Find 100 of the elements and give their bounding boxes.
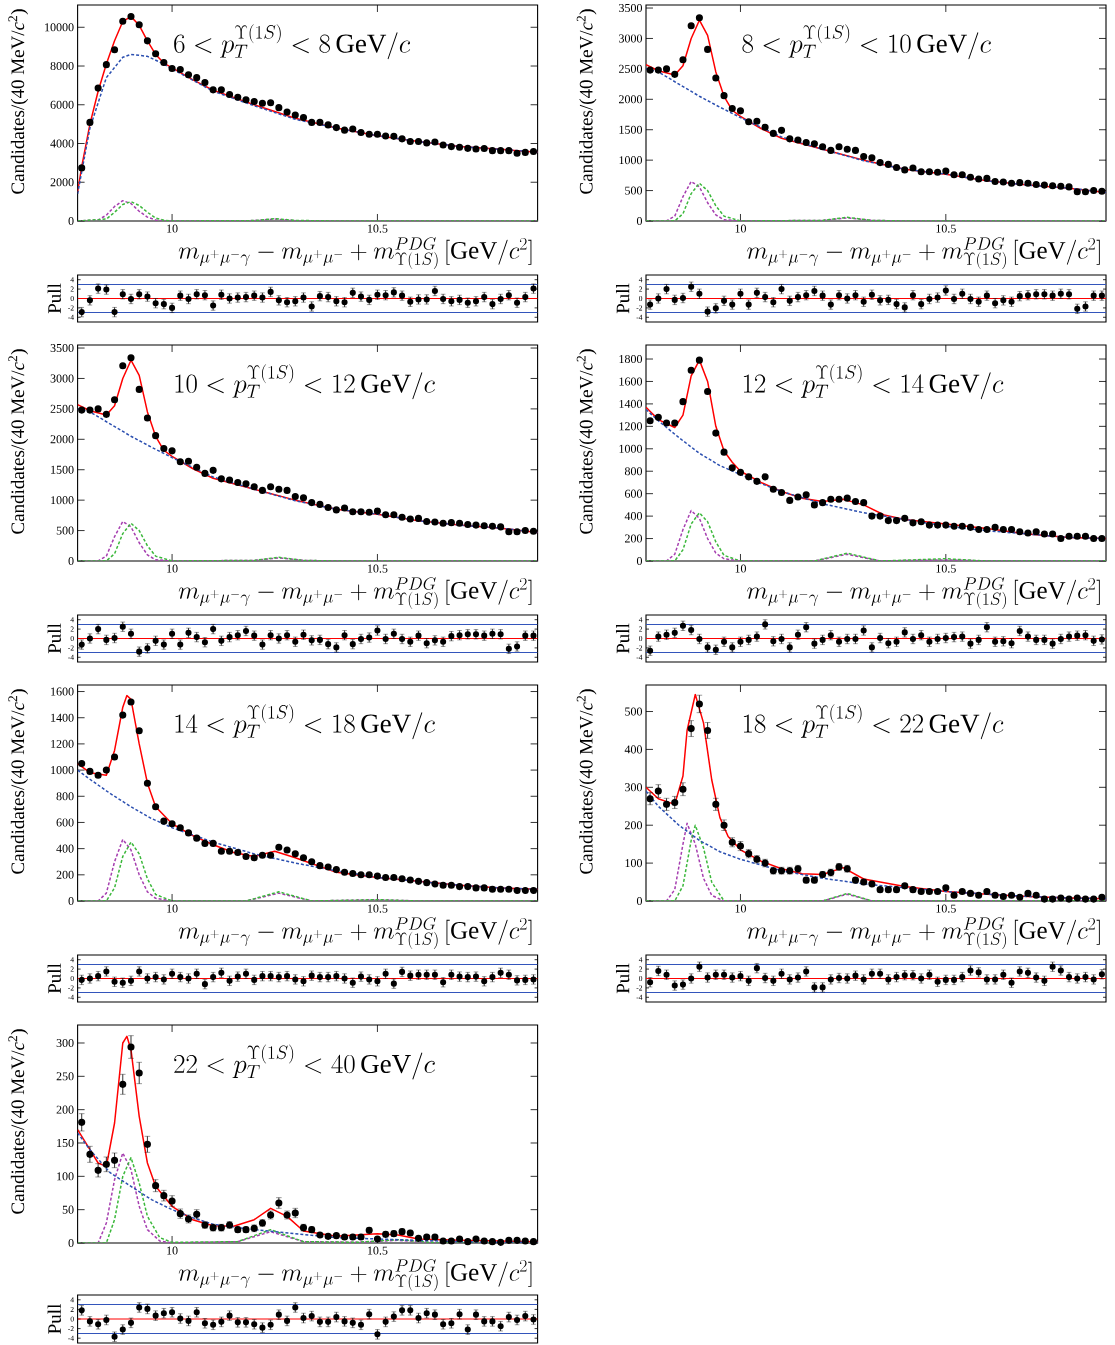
point bbox=[472, 145, 480, 153]
point bbox=[365, 508, 373, 516]
point bbox=[662, 800, 671, 808]
y-tick-label: 6000 bbox=[50, 100, 74, 109]
point bbox=[521, 527, 529, 535]
point bbox=[242, 480, 250, 488]
point bbox=[324, 863, 332, 871]
point bbox=[1098, 893, 1106, 901]
point bbox=[102, 1160, 110, 1168]
point bbox=[423, 517, 431, 525]
point bbox=[646, 66, 654, 74]
point bbox=[1073, 894, 1081, 902]
point bbox=[497, 523, 505, 531]
point bbox=[127, 698, 135, 706]
point bbox=[1081, 895, 1090, 903]
point bbox=[1032, 528, 1040, 536]
point bbox=[439, 881, 447, 889]
point bbox=[712, 429, 720, 437]
point bbox=[966, 173, 975, 181]
y-axis-title: Candidates/(40 MeV/c$^{2}$) bbox=[8, 689, 29, 874]
point bbox=[488, 522, 496, 530]
y-axis-title: Pull bbox=[616, 963, 630, 994]
point bbox=[1081, 532, 1090, 540]
point bbox=[349, 508, 357, 516]
point bbox=[176, 458, 184, 466]
point bbox=[226, 847, 234, 855]
point bbox=[308, 118, 316, 126]
point bbox=[1098, 187, 1106, 195]
point bbox=[275, 104, 283, 112]
point bbox=[999, 892, 1007, 900]
point bbox=[275, 485, 283, 493]
point bbox=[275, 843, 283, 851]
y-tick-label: 500 bbox=[56, 526, 74, 535]
point bbox=[958, 522, 966, 530]
y-tick-label: 0 bbox=[68, 1238, 74, 1248]
point bbox=[1065, 895, 1073, 903]
point bbox=[1081, 188, 1090, 196]
point bbox=[119, 17, 127, 25]
point bbox=[382, 132, 390, 140]
point bbox=[794, 136, 802, 144]
point bbox=[1032, 180, 1040, 189]
point bbox=[753, 117, 761, 125]
point bbox=[160, 444, 168, 452]
point bbox=[414, 1234, 423, 1242]
point bbox=[521, 886, 529, 895]
point bbox=[357, 871, 365, 879]
point bbox=[480, 144, 488, 153]
y-tick-label: 300 bbox=[56, 1038, 74, 1048]
point bbox=[365, 130, 373, 138]
point bbox=[1057, 535, 1065, 543]
point bbox=[1049, 895, 1057, 903]
x-tick-label: 10 bbox=[735, 904, 746, 913]
point bbox=[349, 125, 357, 133]
point bbox=[1016, 893, 1024, 901]
point bbox=[201, 839, 209, 847]
point bbox=[111, 46, 119, 54]
point bbox=[373, 872, 381, 880]
x-axis-title: $m_{\mu^+\mu^-\gamma} - m_{\mu^+\mu^-} + m^{PDG}_{\Upsilon(1S)}\,[\mathrm{GeV}/c^2]$ bbox=[178, 237, 532, 270]
point bbox=[316, 500, 324, 508]
point bbox=[258, 851, 266, 859]
point bbox=[529, 527, 538, 535]
point bbox=[324, 503, 332, 511]
point bbox=[934, 168, 942, 176]
point bbox=[819, 499, 827, 507]
point bbox=[406, 515, 414, 523]
point bbox=[802, 138, 810, 147]
y-tick-label: 200 bbox=[625, 821, 642, 830]
y-tick-label: 1000 bbox=[619, 156, 642, 165]
point bbox=[267, 483, 275, 491]
y-tick-label: 800 bbox=[56, 792, 74, 801]
y-axis-title: Candidates/(40 MeV/c$^{2}$) bbox=[8, 1029, 29, 1214]
point bbox=[168, 820, 176, 828]
point bbox=[761, 123, 769, 131]
point bbox=[316, 118, 324, 126]
point bbox=[414, 138, 423, 146]
point bbox=[135, 385, 143, 393]
point bbox=[843, 494, 851, 502]
point bbox=[127, 12, 135, 20]
point bbox=[193, 834, 201, 842]
point bbox=[439, 1237, 447, 1245]
point bbox=[999, 178, 1007, 186]
x-tick-label: 10 bbox=[167, 224, 178, 233]
y-tick-label: 2000 bbox=[50, 178, 74, 187]
point bbox=[94, 771, 102, 779]
point bbox=[234, 478, 242, 487]
point bbox=[373, 1235, 381, 1243]
point bbox=[810, 501, 818, 509]
point bbox=[488, 885, 496, 893]
point bbox=[975, 526, 983, 534]
y-tick-label: 0 bbox=[636, 896, 642, 906]
point bbox=[480, 884, 488, 892]
point bbox=[267, 851, 275, 859]
point bbox=[1007, 526, 1016, 534]
x-axis-title: $m_{\mu^+\mu^-\gamma} - m_{\mu^+\mu^-} + m^{PDG}_{\Upsilon(1S)}\,[\mathrm{GeV}/c^2]$ bbox=[747, 237, 1100, 270]
annotation: $22 < p_T^{\Upsilon(1S)} < 40\,\mathrm{GeV}/c$ bbox=[174, 1044, 435, 1080]
point bbox=[234, 93, 242, 101]
point bbox=[695, 14, 703, 22]
point bbox=[258, 486, 266, 494]
point bbox=[901, 514, 909, 522]
point bbox=[332, 124, 340, 132]
